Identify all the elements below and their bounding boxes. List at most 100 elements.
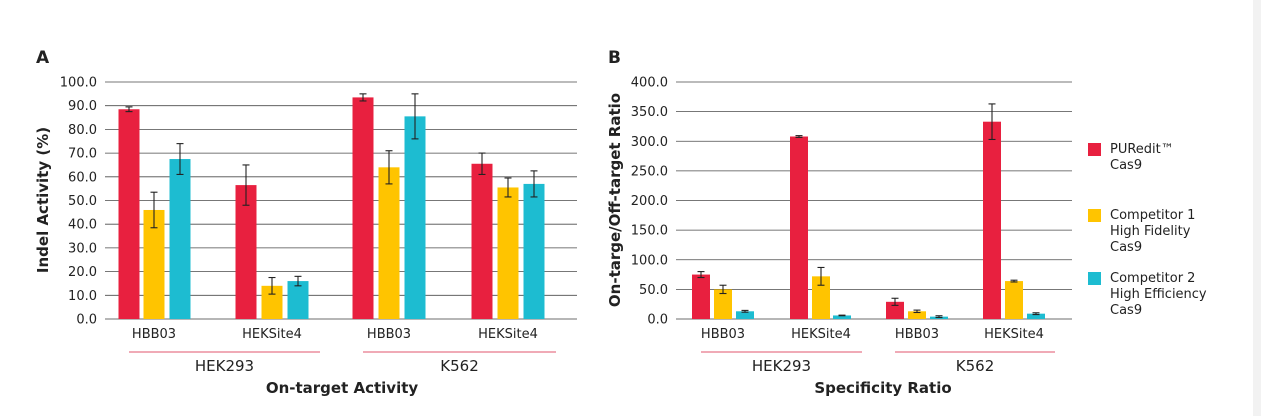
panel-b-error-bar bbox=[935, 315, 943, 319]
panel-b-label: B bbox=[608, 48, 621, 68]
panel-a-bar bbox=[471, 163, 493, 319]
panel-a-x-axis-title: On-target Activity bbox=[266, 379, 419, 397]
panel-a-category-labels: HBB03 HEKSite4 HBB03 HEKSite4 bbox=[132, 327, 538, 342]
legend-label: Cas9 bbox=[1110, 303, 1142, 318]
panel-b-category-label: HBB03 bbox=[701, 327, 745, 342]
panel-a-error-bar bbox=[530, 170, 538, 198]
panel-b-error-bar bbox=[913, 309, 921, 314]
panel-b-y-tick-label: 200.0 bbox=[631, 194, 668, 209]
panel-a-label: A bbox=[36, 48, 50, 68]
panel-b-error-bar bbox=[988, 103, 996, 141]
panel-a-bar bbox=[143, 209, 165, 319]
panel-a-error-bar bbox=[385, 150, 393, 185]
panel-a-y-tick-label: 70.0 bbox=[68, 147, 97, 162]
panel-b-error-bar bbox=[1010, 279, 1018, 283]
panel-b-error-bar bbox=[838, 314, 846, 317]
legend-swatch bbox=[1088, 143, 1101, 156]
panel-b-bar bbox=[692, 274, 710, 319]
panel-b-bar bbox=[886, 301, 904, 319]
panel-b-y-tick-label: 400.0 bbox=[631, 76, 668, 91]
legend-label: Cas9 bbox=[1110, 240, 1142, 255]
panel-a-y-tick-label: 60.0 bbox=[68, 170, 97, 185]
panel-b-y-tick-label: 50.0 bbox=[639, 283, 668, 298]
legend-swatch bbox=[1088, 209, 1101, 222]
panel-a-error-bar bbox=[411, 93, 419, 140]
panel-a-error-bar bbox=[359, 93, 367, 102]
panel-a-chart: A 0.0 10.0 20.0 30.0 40.0 50.0 60.0 70.0 80.0 90.… bbox=[34, 48, 577, 397]
panel-b-category-label: HEKSite4 bbox=[984, 327, 1044, 342]
panel-b-bar bbox=[908, 311, 926, 319]
panel-a-category-label: HEKSite4 bbox=[478, 327, 538, 342]
panel-b-error-bar bbox=[795, 135, 803, 138]
panel-b-bar bbox=[1027, 313, 1045, 319]
right-edge-strip bbox=[1253, 0, 1261, 416]
legend-label: PURedit™ bbox=[1110, 142, 1174, 157]
panel-b-error-bar bbox=[1032, 312, 1040, 316]
panel-a-error-bar bbox=[294, 275, 302, 287]
panel-a-bars bbox=[118, 93, 545, 320]
panel-b-category-label: HBB03 bbox=[895, 327, 939, 342]
panel-b-y-axis-title: On-targe/Off-target Ratio bbox=[606, 93, 624, 307]
panel-a-y-tick-label: 10.0 bbox=[68, 289, 97, 304]
panel-a-y-tick-label: 90.0 bbox=[68, 99, 97, 114]
panel-a-error-bar bbox=[150, 191, 158, 229]
panel-a-error-bar bbox=[176, 143, 184, 175]
panel-a-group-label: K562 bbox=[440, 357, 478, 375]
panel-b-chart: B 0.0 50.0 100.0 150.0 200.0 250.0 300.0 350.0 4… bbox=[606, 48, 1072, 397]
legend-swatch bbox=[1088, 272, 1101, 285]
panel-b-group-labels: HEK293 K562 bbox=[701, 351, 1055, 375]
panel-b-bars bbox=[692, 103, 1045, 319]
panel-b-gridlines bbox=[676, 81, 1072, 320]
panel-a-error-bar bbox=[478, 152, 486, 175]
panel-b-category-label: HEKSite4 bbox=[791, 327, 851, 342]
panel-b-y-tick-label: 350.0 bbox=[631, 105, 668, 120]
panel-a-bar bbox=[404, 116, 426, 320]
panel-b-bar bbox=[812, 276, 830, 319]
legend-label: Cas9 bbox=[1110, 158, 1142, 173]
panel-b-y-tick-label: 100.0 bbox=[631, 253, 668, 268]
panel-b-bar bbox=[714, 289, 732, 319]
panel-a-y-tick-labels: 0.0 10.0 20.0 30.0 40.0 50.0 60.0 70.0 80.0 90.0 1… bbox=[60, 76, 97, 328]
panel-b-y-tick-label: 250.0 bbox=[631, 164, 668, 179]
panel-b-x-axis-title: Specificity Ratio bbox=[814, 379, 951, 397]
panel-a-category-label: HBB03 bbox=[132, 327, 176, 342]
panel-b-group-label: HEK293 bbox=[752, 357, 811, 375]
panel-b-bar bbox=[983, 121, 1001, 319]
panel-a-category-label: HEKSite4 bbox=[242, 327, 302, 342]
panel-b-bar bbox=[790, 136, 808, 319]
panel-a-y-tick-label: 0.0 bbox=[76, 313, 97, 328]
panel-a-bar bbox=[261, 285, 283, 319]
panel-a-category-label: HBB03 bbox=[367, 327, 411, 342]
panel-a-y-tick-label: 30.0 bbox=[68, 241, 97, 256]
panel-a-error-bar bbox=[504, 177, 512, 198]
panel-a-bar bbox=[235, 185, 257, 319]
panel-a-error-bar bbox=[125, 106, 133, 113]
panel-b-error-bar bbox=[741, 309, 749, 313]
panel-b-error-bar bbox=[697, 271, 705, 279]
panel-a-bar bbox=[287, 281, 309, 319]
panel-b-bar bbox=[1005, 281, 1023, 319]
legend-label: High Efficiency bbox=[1110, 287, 1207, 302]
panel-b-error-bar bbox=[891, 297, 899, 306]
panel-a-y-tick-label: 40.0 bbox=[68, 218, 97, 233]
panel-b-error-bar bbox=[817, 266, 825, 286]
panel-b-category-labels: HBB03 HEKSite4 HBB03 HEKSite4 bbox=[701, 327, 1044, 342]
panel-a-y-tick-label: 20.0 bbox=[68, 265, 97, 280]
panel-a-bar bbox=[169, 159, 191, 319]
panel-b-error-bar bbox=[719, 284, 727, 295]
panel-a-y-tick-label: 100.0 bbox=[60, 76, 97, 91]
panel-b-y-tick-label: 300.0 bbox=[631, 135, 668, 150]
panel-a-group-labels: HEK293 K562 bbox=[129, 351, 556, 375]
panel-a-bar bbox=[497, 187, 519, 319]
panel-a-group-label: HEK293 bbox=[195, 357, 254, 375]
panel-a-y-tick-label: 80.0 bbox=[68, 123, 97, 138]
panel-a-bar bbox=[352, 97, 374, 319]
legend-label: Competitor 1 bbox=[1110, 208, 1195, 223]
panel-a-y-axis-title: Indel Activity (%) bbox=[34, 127, 52, 273]
panel-a-error-bar bbox=[242, 164, 250, 206]
panel-a-bar bbox=[378, 167, 400, 319]
legend-label: High Fidelity bbox=[1110, 224, 1191, 239]
panel-a-error-bar bbox=[268, 276, 276, 295]
